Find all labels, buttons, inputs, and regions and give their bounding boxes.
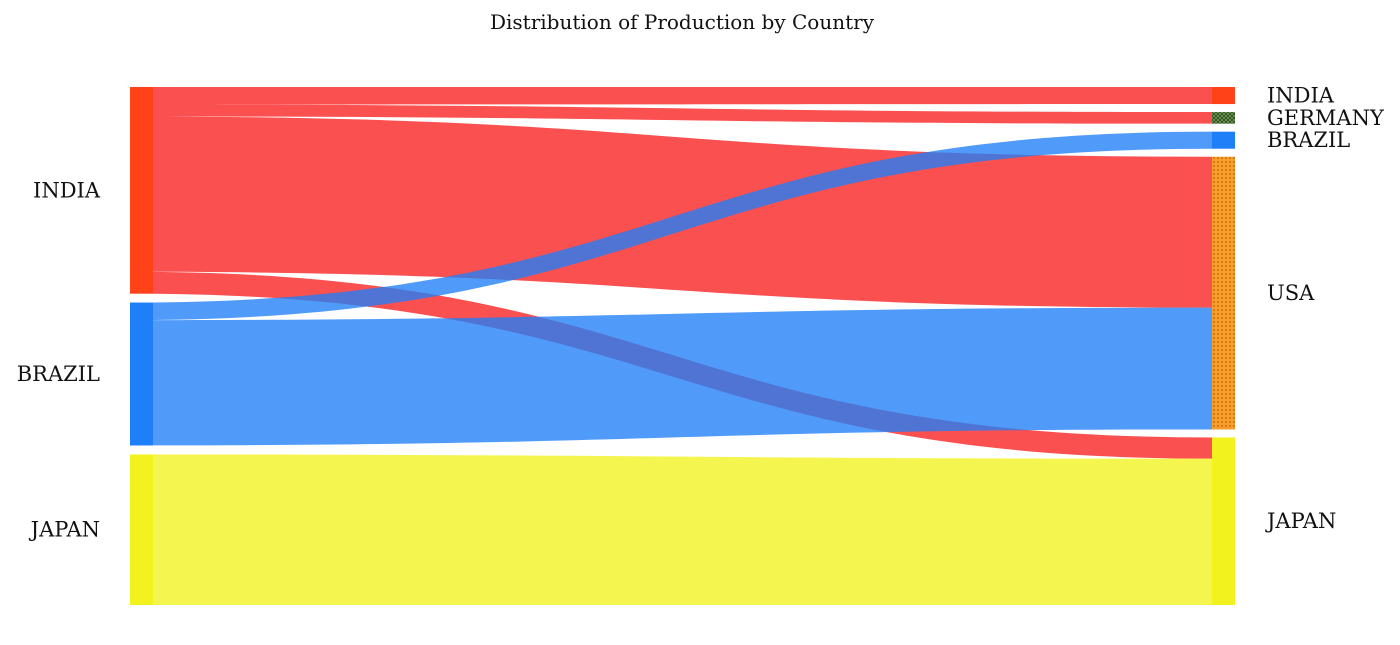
target-label-japan: JAPAN <box>1265 509 1336 533</box>
target-node-india <box>1212 87 1235 105</box>
flow-india-to-germany <box>130 104 1212 124</box>
flow-links <box>130 87 1212 605</box>
target-node-usa <box>1212 156 1235 430</box>
target-label-brazil: BRAZIL <box>1267 128 1350 152</box>
source-label-japan: JAPAN <box>29 518 100 542</box>
target-node-germany <box>1212 112 1235 124</box>
chart-title: Distribution of Production by Country <box>490 10 875 34</box>
flow-india-to-india <box>130 87 1212 105</box>
source-node-japan <box>130 454 153 605</box>
flow-brazil-to-brazil <box>130 131 1212 321</box>
flow-nodes <box>130 87 1235 605</box>
flow-japan-to-japan <box>130 454 1212 605</box>
target-label-india: INDIA <box>1267 84 1335 108</box>
target-node-brazil <box>1212 131 1235 149</box>
source-label-brazil: BRAZIL <box>17 362 100 386</box>
target-label-usa: USA <box>1267 281 1315 305</box>
source-node-brazil <box>130 302 153 446</box>
source-label-india: INDIA <box>33 178 101 202</box>
source-node-india <box>130 87 153 294</box>
node-labels: INDIABRAZILJAPANINDIAGERMANYBRAZILUSAJAP… <box>17 84 1385 542</box>
flow-brazil-to-usa <box>130 307 1212 446</box>
target-label-germany: GERMANY <box>1267 106 1385 130</box>
target-node-japan <box>1212 437 1235 605</box>
